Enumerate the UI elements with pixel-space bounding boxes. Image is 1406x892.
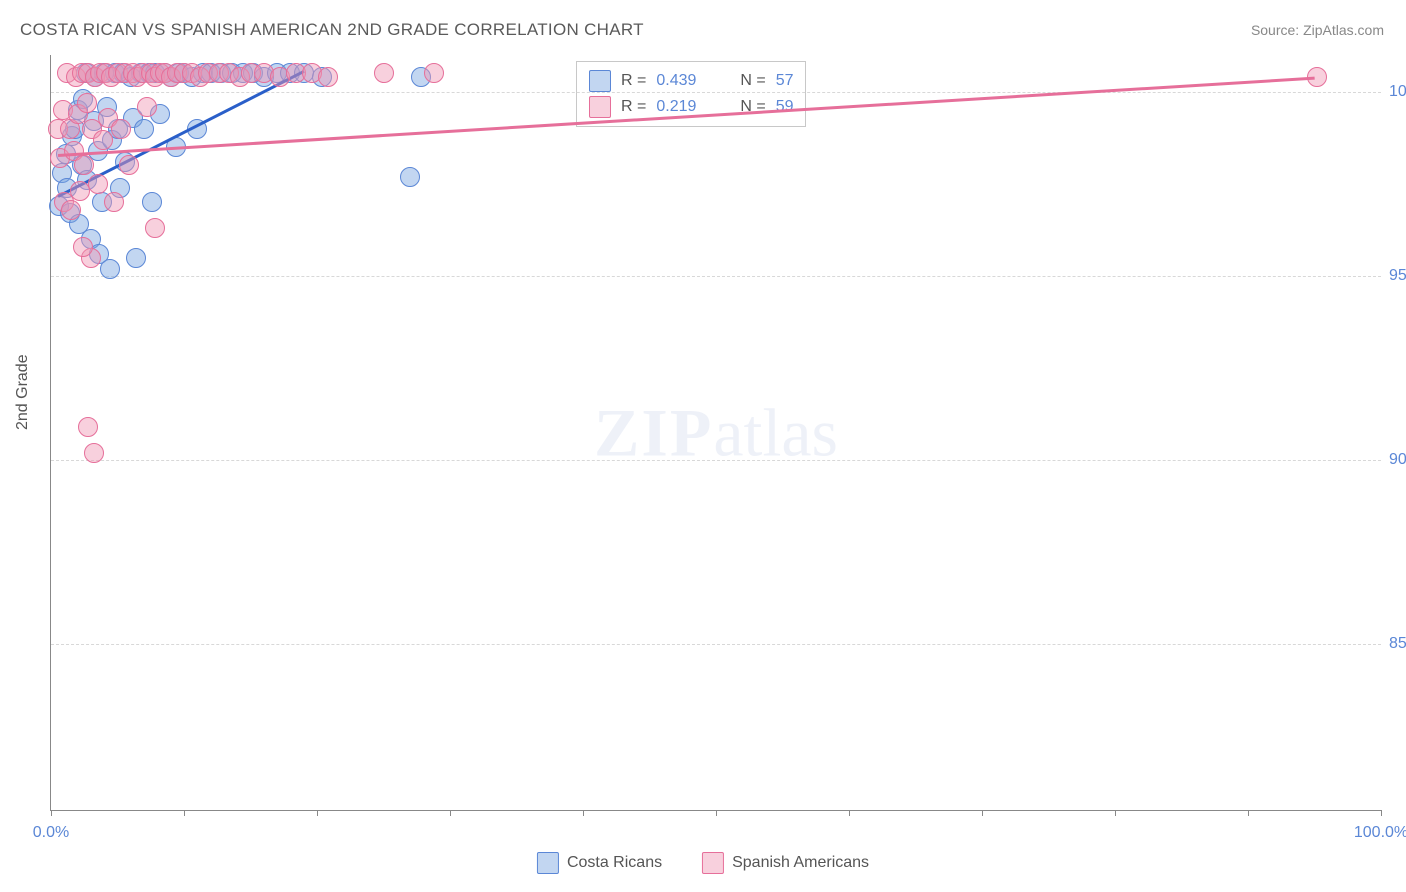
xtick bbox=[716, 810, 717, 816]
corr-n-value: 59 bbox=[776, 98, 794, 116]
xtick-label: 100.0% bbox=[1354, 824, 1406, 842]
gridline-h bbox=[51, 276, 1381, 277]
scatter-point bbox=[104, 192, 124, 212]
legend-label: Costa Ricans bbox=[567, 854, 662, 872]
corr-n-value: 57 bbox=[776, 72, 794, 90]
gridline-h bbox=[51, 92, 1381, 93]
xtick bbox=[583, 810, 584, 816]
xtick bbox=[51, 810, 52, 816]
scatter-point bbox=[73, 237, 93, 257]
gridline-h bbox=[51, 644, 1381, 645]
ytick-label: 85.0% bbox=[1385, 635, 1406, 653]
swatch-icon bbox=[702, 852, 724, 874]
scatter-point bbox=[88, 174, 108, 194]
scatter-plot-area: ZIPatlas R =0.439N =57R =0.219N =59 85.0… bbox=[50, 55, 1381, 811]
xtick-label: 0.0% bbox=[33, 824, 69, 842]
corr-r-value: 0.439 bbox=[656, 72, 708, 90]
ytick-label: 90.0% bbox=[1385, 451, 1406, 469]
scatter-point bbox=[137, 97, 157, 117]
watermark-bold: ZIP bbox=[594, 394, 713, 470]
scatter-point bbox=[78, 417, 98, 437]
swatch-icon bbox=[589, 96, 611, 118]
ytick-label: 100.0% bbox=[1385, 83, 1406, 101]
legend-label: Spanish Americans bbox=[732, 854, 869, 872]
xtick bbox=[184, 810, 185, 816]
scatter-point bbox=[424, 63, 444, 83]
scatter-point bbox=[318, 67, 338, 87]
corr-r-label: R = bbox=[621, 72, 646, 90]
corr-r-label: R = bbox=[621, 98, 646, 116]
xtick bbox=[317, 810, 318, 816]
scatter-point bbox=[374, 63, 394, 83]
corr-n-label: N = bbox=[740, 72, 765, 90]
gridline-h bbox=[51, 460, 1381, 461]
correlation-legend-row: R = 0.439 N = 57 bbox=[589, 68, 793, 94]
xtick bbox=[1381, 810, 1382, 816]
xtick bbox=[849, 810, 850, 816]
legend-item-costa-ricans: Costa Ricans bbox=[537, 852, 662, 874]
xtick bbox=[1115, 810, 1116, 816]
scatter-point bbox=[74, 155, 94, 175]
scatter-point bbox=[134, 119, 154, 139]
scatter-point bbox=[126, 248, 146, 268]
ytick-label: 95.0% bbox=[1385, 267, 1406, 285]
scatter-point bbox=[93, 130, 113, 150]
xtick bbox=[450, 810, 451, 816]
chart-title: COSTA RICAN VS SPANISH AMERICAN 2ND GRAD… bbox=[20, 20, 644, 40]
swatch-icon bbox=[537, 852, 559, 874]
xtick bbox=[982, 810, 983, 816]
scatter-point bbox=[100, 259, 120, 279]
y-axis-label: 2nd Grade bbox=[14, 354, 32, 430]
corr-r-value: 0.219 bbox=[656, 98, 708, 116]
scatter-point bbox=[142, 192, 162, 212]
xtick bbox=[1248, 810, 1249, 816]
scatter-point bbox=[61, 200, 81, 220]
swatch-icon bbox=[589, 70, 611, 92]
watermark-rest: atlas bbox=[713, 394, 838, 470]
source-label: Source: ZipAtlas.com bbox=[1251, 22, 1384, 38]
series-legend: Costa Ricans Spanish Americans bbox=[537, 852, 869, 874]
legend-item-spanish-americans: Spanish Americans bbox=[702, 852, 869, 874]
scatter-point bbox=[400, 167, 420, 187]
scatter-point bbox=[111, 119, 131, 139]
scatter-point bbox=[119, 155, 139, 175]
scatter-point bbox=[145, 218, 165, 238]
scatter-point bbox=[77, 93, 97, 113]
scatter-point bbox=[84, 443, 104, 463]
